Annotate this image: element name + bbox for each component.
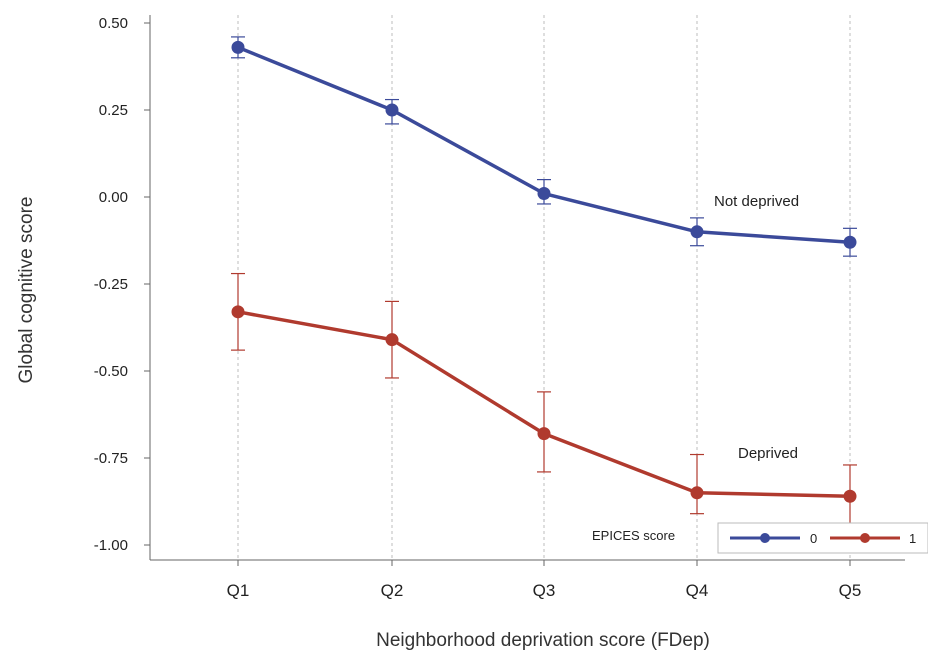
data-point <box>690 225 704 239</box>
legend-title: EPICES score <box>592 528 675 543</box>
data-point <box>231 305 245 319</box>
y-axis-ticks: 0.50 0.25 0.00 -0.25 -0.50 -0.75 -1.00 <box>94 15 150 554</box>
x-axis-ticks: Q1 Q2 Q3 Q4 Q5 <box>227 560 862 600</box>
series-0 <box>231 36 857 257</box>
x-axis-title: Neighborhood deprivation score (FDep) <box>376 630 710 651</box>
data-point <box>385 333 399 347</box>
x-tick-label-q1: Q1 <box>227 581 250 600</box>
x-tick-label-q5: Q5 <box>839 581 862 600</box>
legend-label-series-1: 1 <box>909 531 916 546</box>
legend-marker-series-1 <box>860 533 870 543</box>
annotation-not-deprived: Not deprived <box>714 193 799 210</box>
y-tick-label: -1.00 <box>94 537 128 554</box>
annotation-deprived: Deprived <box>738 445 798 462</box>
axes <box>149 15 905 561</box>
data-point <box>231 40 245 54</box>
y-tick-label: 0.25 <box>99 102 128 119</box>
data-point <box>690 486 704 500</box>
data-point <box>537 427 551 441</box>
y-tick-label: -0.50 <box>94 363 128 380</box>
y-tick-label: 0.50 <box>99 15 128 32</box>
grid-lines <box>237 15 851 560</box>
data-point <box>843 489 857 503</box>
y-tick-label: 0.00 <box>99 189 128 206</box>
x-tick-label-q4: Q4 <box>686 581 709 600</box>
legend-marker-series-0 <box>760 533 770 543</box>
x-tick-label-q2: Q2 <box>381 581 404 600</box>
data-point <box>385 103 399 117</box>
y-tick-label: -0.75 <box>94 450 128 467</box>
series-1 <box>231 272 857 532</box>
legend: EPICES score 0 1 <box>592 522 928 554</box>
data-point <box>537 187 551 201</box>
y-axis-title: Global cognitive score <box>16 197 37 384</box>
legend-label-series-0: 0 <box>810 531 817 546</box>
data-point <box>843 235 857 249</box>
x-tick-label-q3: Q3 <box>533 581 556 600</box>
series-layer <box>231 36 857 532</box>
y-tick-label: -0.25 <box>94 276 128 293</box>
